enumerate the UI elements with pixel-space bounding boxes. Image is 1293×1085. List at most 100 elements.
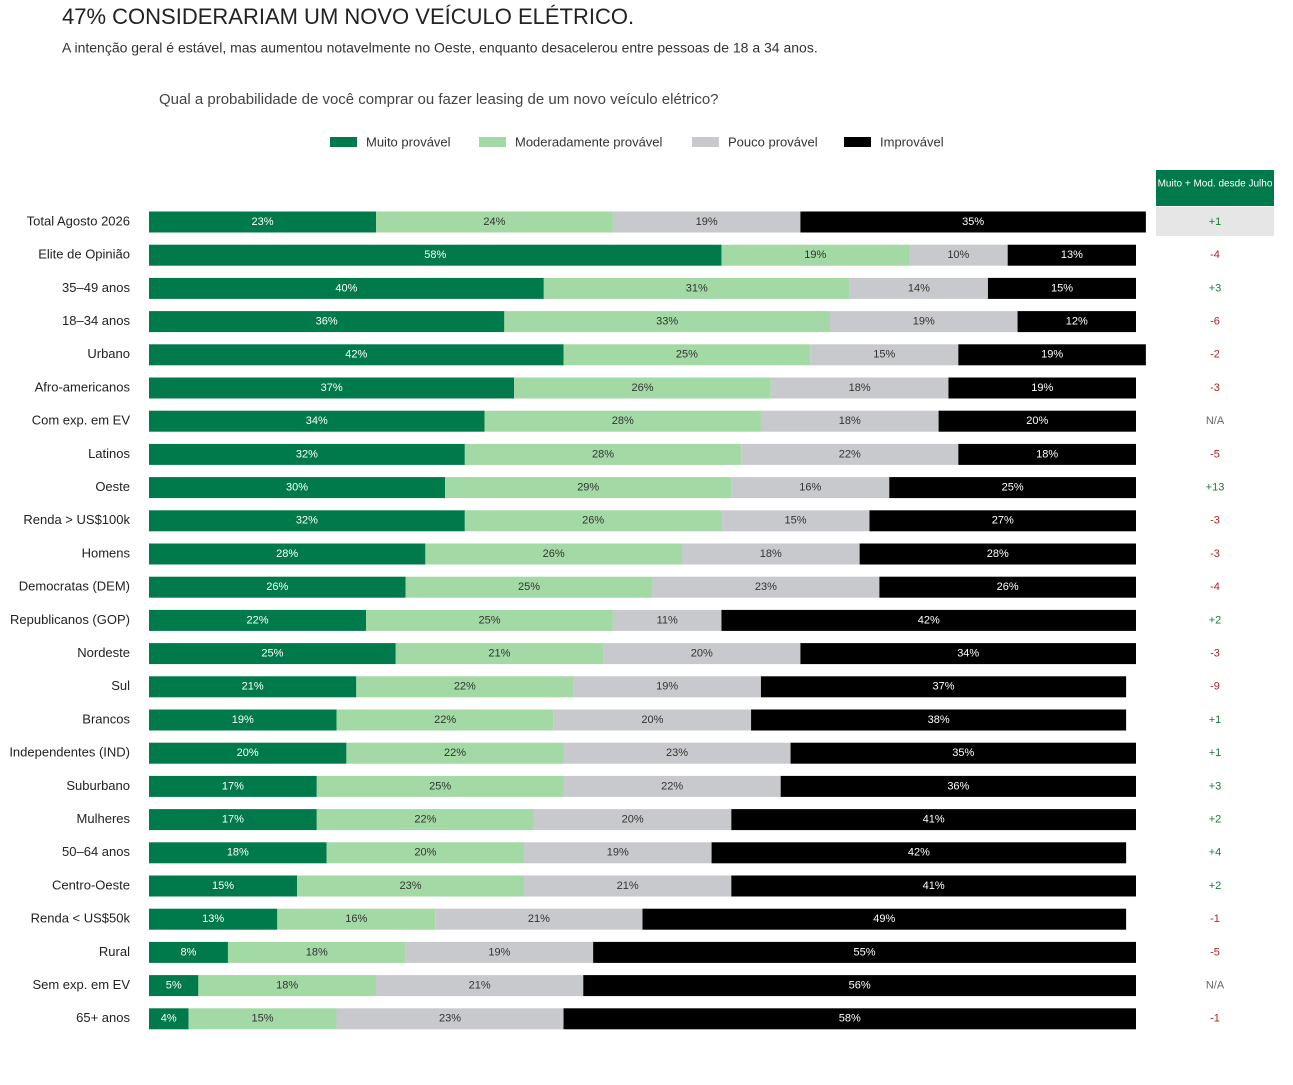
bar-segment <box>830 311 1018 333</box>
value-label: 33% <box>656 316 678 328</box>
change-label: +3 <box>1209 780 1222 792</box>
legend-label: Improvável <box>880 134 944 149</box>
bar-segment <box>149 377 515 399</box>
value-label: 17% <box>222 814 244 826</box>
value-label: 16% <box>345 913 367 925</box>
bar-segment <box>198 975 377 997</box>
value-label: 18% <box>276 980 298 992</box>
value-label: 34% <box>957 648 979 660</box>
value-label: 19% <box>488 946 510 958</box>
value-label: 28% <box>592 448 614 460</box>
change-label: -3 <box>1210 548 1220 560</box>
change-label: N/A <box>1206 415 1225 427</box>
bar-segment <box>514 377 771 399</box>
bar-segment <box>149 410 485 432</box>
value-label: 20% <box>641 714 663 726</box>
value-label: 26% <box>997 581 1019 593</box>
change-label: +1 <box>1209 714 1222 726</box>
value-label: 22% <box>434 714 456 726</box>
value-label: 23% <box>755 581 777 593</box>
value-label: 15% <box>784 515 806 527</box>
category-label: Oeste <box>95 479 130 494</box>
value-label: 19% <box>656 681 678 693</box>
value-label: 38% <box>928 714 950 726</box>
bar-segment <box>889 477 1136 499</box>
bar-segment <box>731 875 1136 897</box>
bar-segment <box>149 975 199 997</box>
value-label: 49% <box>873 913 895 925</box>
bar-segment <box>149 775 317 797</box>
value-label: 20% <box>237 747 259 759</box>
value-label: 58% <box>839 1013 861 1025</box>
bar-segment <box>760 410 939 432</box>
bar-segment <box>731 809 1136 831</box>
change-label: +2 <box>1209 814 1222 826</box>
category-label: Mulheres <box>77 811 131 826</box>
value-label: 25% <box>429 780 451 792</box>
bar-segment <box>800 643 1136 665</box>
bar-segment <box>297 875 525 897</box>
bar-segment <box>908 244 1008 266</box>
value-label: 41% <box>923 814 945 826</box>
value-label: 15% <box>251 1013 273 1025</box>
bar-segment <box>849 277 988 299</box>
change-label: +1 <box>1209 747 1222 759</box>
value-label: 15% <box>212 880 234 892</box>
bar-segment <box>277 908 436 930</box>
category-label: 35–49 anos <box>62 280 130 295</box>
value-label: 17% <box>222 780 244 792</box>
category-label: Renda > US$100k <box>23 512 130 527</box>
category-label: Urbano <box>87 346 130 361</box>
value-label: 15% <box>873 349 895 361</box>
value-label: 22% <box>247 614 269 626</box>
value-label: 8% <box>181 946 197 958</box>
chart-subtitle: A intenção geral é estável, mas aumentou… <box>62 40 818 56</box>
value-label: 21% <box>528 913 550 925</box>
value-label: 23% <box>439 1013 461 1025</box>
bar-segment <box>149 443 465 465</box>
value-label: 19% <box>1031 382 1053 394</box>
bar-segment <box>721 244 909 266</box>
value-label: 21% <box>469 980 491 992</box>
bar-segment <box>760 676 1127 698</box>
value-label: 25% <box>676 349 698 361</box>
category-label: Latinos <box>88 446 130 461</box>
bar-segment <box>533 809 732 831</box>
change-label: -9 <box>1210 681 1220 693</box>
value-label: 27% <box>992 515 1014 527</box>
bar-segment <box>326 842 525 864</box>
bar-segment <box>149 676 357 698</box>
value-label: 18% <box>1036 448 1058 460</box>
bar-segment <box>800 211 1146 233</box>
value-label: 11% <box>657 614 678 626</box>
legend-swatch <box>692 137 719 147</box>
bar-segment <box>859 543 1136 565</box>
bar-segment <box>346 742 564 764</box>
bar-segment <box>149 510 465 532</box>
category-label: Nordeste <box>77 645 130 660</box>
value-label: 19% <box>232 714 254 726</box>
value-label: 25% <box>1002 482 1024 494</box>
change-label: +4 <box>1209 847 1222 859</box>
value-label: 24% <box>483 216 505 228</box>
value-label: 36% <box>947 780 969 792</box>
bar-segment <box>149 244 722 266</box>
legend-swatch <box>330 137 357 147</box>
bar-segment <box>395 643 604 665</box>
bar-segment <box>227 941 406 963</box>
bar-segment <box>612 609 722 631</box>
value-label: 14% <box>908 282 930 294</box>
value-label: 20% <box>1026 415 1048 427</box>
value-label: 25% <box>478 614 500 626</box>
value-label: 20% <box>414 847 436 859</box>
value-label: 19% <box>1041 349 1063 361</box>
value-label: 26% <box>543 548 565 560</box>
category-label: Com exp. em EV <box>32 413 131 428</box>
bar-segment <box>405 941 594 963</box>
question: Qual a probabilidade de você comprar ou … <box>159 91 719 108</box>
category-label: Brancos <box>82 711 130 726</box>
category-label: Centro-Oeste <box>52 877 130 892</box>
bar-segment <box>573 676 761 698</box>
bar-segment <box>316 775 564 797</box>
